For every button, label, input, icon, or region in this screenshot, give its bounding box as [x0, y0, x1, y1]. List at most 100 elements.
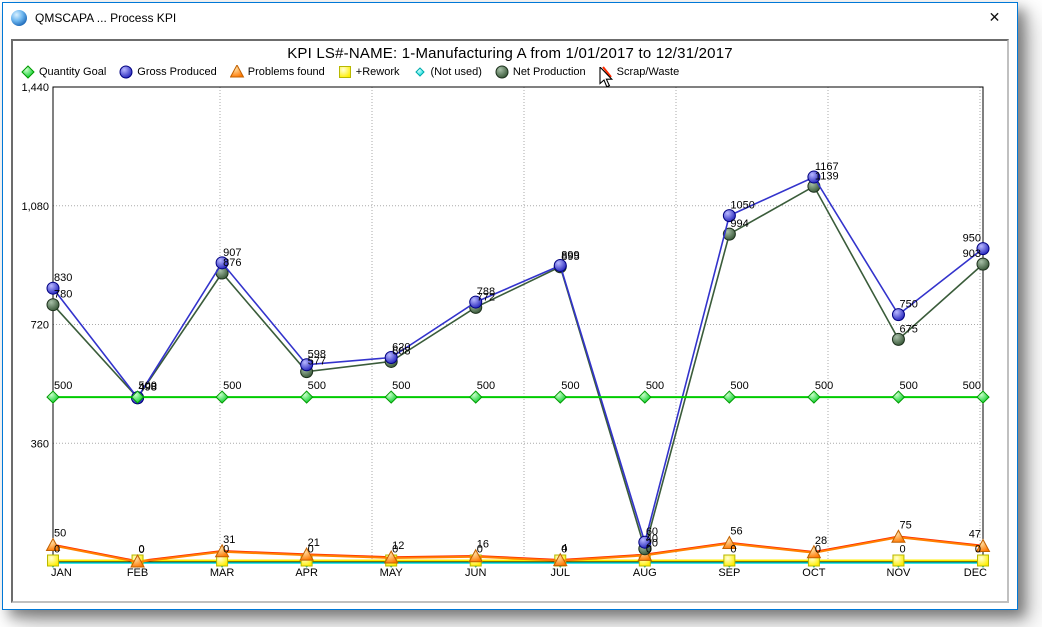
svg-text:498: 498: [139, 382, 157, 394]
svg-text:APR: APR: [295, 567, 318, 579]
series-goal: [46, 390, 990, 404]
svg-text:0: 0: [815, 544, 821, 556]
series-net: [46, 179, 990, 556]
series-scrap: [52, 535, 984, 562]
net-legend-marker-icon: [495, 65, 510, 79]
svg-text:MAY: MAY: [380, 567, 404, 579]
svg-text:500: 500: [963, 380, 981, 392]
chart-panel: KPI LS#-NAME: 1-Manufacturing A from 1/0…: [11, 39, 1009, 603]
svg-text:1139: 1139: [815, 170, 839, 182]
problems-legend-marker-icon: [229, 65, 245, 79]
svg-text:20: 20: [646, 537, 658, 549]
svg-text:720: 720: [31, 320, 49, 332]
svg-text:FEB: FEB: [127, 567, 148, 579]
goal-legend-marker-icon: [21, 65, 36, 79]
legend-item-scrap: Scrap/Waste: [599, 65, 680, 88]
svg-text:75: 75: [899, 519, 911, 531]
svg-text:903: 903: [963, 248, 981, 260]
svg-text:500: 500: [477, 380, 495, 392]
svg-text:830: 830: [54, 272, 72, 284]
svg-text:577: 577: [308, 356, 326, 368]
notused-legend-marker-icon: [413, 65, 428, 79]
close-button[interactable]: ✕: [988, 9, 1001, 25]
legend-item-gross: Gross Produced: [119, 65, 217, 79]
legend-label-goal: Quantity Goal: [39, 66, 107, 78]
svg-text:60: 60: [646, 526, 658, 538]
svg-text:1,080: 1,080: [21, 201, 49, 213]
svg-text:SEP: SEP: [718, 567, 740, 579]
svg-text:675: 675: [899, 323, 917, 335]
chart-title: KPI LS#-NAME: 1-Manufacturing A from 1/0…: [287, 45, 733, 62]
svg-text:JUN: JUN: [465, 567, 486, 579]
svg-text:0: 0: [139, 544, 145, 556]
svg-text:360: 360: [31, 438, 49, 450]
svg-text:876: 876: [223, 257, 241, 269]
legend-label-problems: Problems found: [247, 66, 325, 78]
svg-text:500: 500: [54, 380, 72, 392]
svg-text:0: 0: [477, 544, 483, 556]
svg-text:0: 0: [223, 544, 229, 556]
kpi-line-chart: 1,440 1,080 720 360 JAN FEB MAR APR MAY JUN JUL AUG…: [21, 82, 991, 579]
svg-text:500: 500: [561, 380, 579, 392]
svg-text:NOV: NOV: [887, 567, 912, 579]
svg-text:OCT: OCT: [802, 567, 826, 579]
legend-item-net: Net Production: [495, 65, 586, 79]
legend-label-scrap: Scrap/Waste: [616, 66, 680, 78]
app-window: QMSCAPA ... Process KPI ✕ KPI LS#-NAME: …: [2, 2, 1018, 610]
svg-text:1167: 1167: [815, 161, 839, 173]
svg-text:500: 500: [223, 380, 241, 392]
svg-text:31: 31: [223, 534, 235, 546]
svg-text:498: 498: [139, 382, 157, 394]
svg-text:0: 0: [561, 544, 567, 556]
svg-text:895: 895: [561, 251, 579, 263]
svg-text:907: 907: [223, 247, 241, 259]
svg-text:50: 50: [54, 528, 66, 540]
legend-item-goal: Quantity Goal: [21, 65, 106, 79]
svg-text:500: 500: [646, 380, 664, 392]
svg-text:21: 21: [308, 537, 320, 549]
legend-item-problems: Problems found: [229, 65, 325, 79]
svg-text:JUL: JUL: [550, 567, 570, 579]
svg-text:1050: 1050: [730, 200, 754, 212]
svg-text:500: 500: [308, 380, 326, 392]
svg-text:1,440: 1,440: [21, 82, 49, 94]
svg-text:780: 780: [54, 289, 72, 301]
legend-label-rework: +Rework: [355, 66, 400, 78]
svg-text:MAR: MAR: [210, 567, 235, 579]
svg-text:500: 500: [815, 380, 833, 392]
svg-text:56: 56: [730, 526, 742, 538]
svg-text:772: 772: [477, 291, 495, 303]
gross-legend-marker-icon: [119, 65, 134, 79]
svg-text:0: 0: [308, 544, 314, 556]
svg-text:0: 0: [730, 544, 736, 556]
svg-text:4: 4: [561, 543, 567, 555]
svg-text:40: 40: [646, 533, 658, 545]
svg-text:899: 899: [561, 250, 579, 262]
svg-text:500: 500: [139, 380, 157, 392]
svg-text:620: 620: [392, 342, 410, 354]
legend-label-gross: Gross Produced: [137, 66, 217, 78]
series-gross: [46, 170, 990, 549]
app-icon: [11, 9, 27, 26]
series-problems: [45, 529, 991, 568]
legend-item-notused: (Not used): [413, 65, 482, 79]
svg-text:500: 500: [730, 380, 748, 392]
window-titlebar[interactable]: QMSCAPA ... Process KPI ✕: [3, 3, 1017, 32]
svg-text:JAN: JAN: [51, 567, 72, 579]
svg-text:0: 0: [54, 544, 60, 556]
svg-text:598: 598: [308, 349, 326, 361]
svg-text:47: 47: [969, 529, 981, 541]
svg-text:0: 0: [139, 544, 145, 556]
svg-text:750: 750: [899, 299, 917, 311]
svg-text:0: 0: [975, 544, 981, 556]
chart-legend: Quantity Goal Gross Produced Problems foun…: [21, 65, 1007, 88]
svg-text:DEC: DEC: [964, 567, 987, 579]
svg-text:500: 500: [899, 380, 917, 392]
svg-text:950: 950: [963, 233, 981, 245]
svg-text:500: 500: [392, 380, 410, 392]
svg-text:16: 16: [477, 539, 489, 551]
svg-text:0: 0: [899, 544, 905, 556]
svg-text:12: 12: [392, 540, 404, 552]
svg-text:994: 994: [730, 218, 748, 230]
legend-label-net: Net Production: [512, 66, 586, 78]
